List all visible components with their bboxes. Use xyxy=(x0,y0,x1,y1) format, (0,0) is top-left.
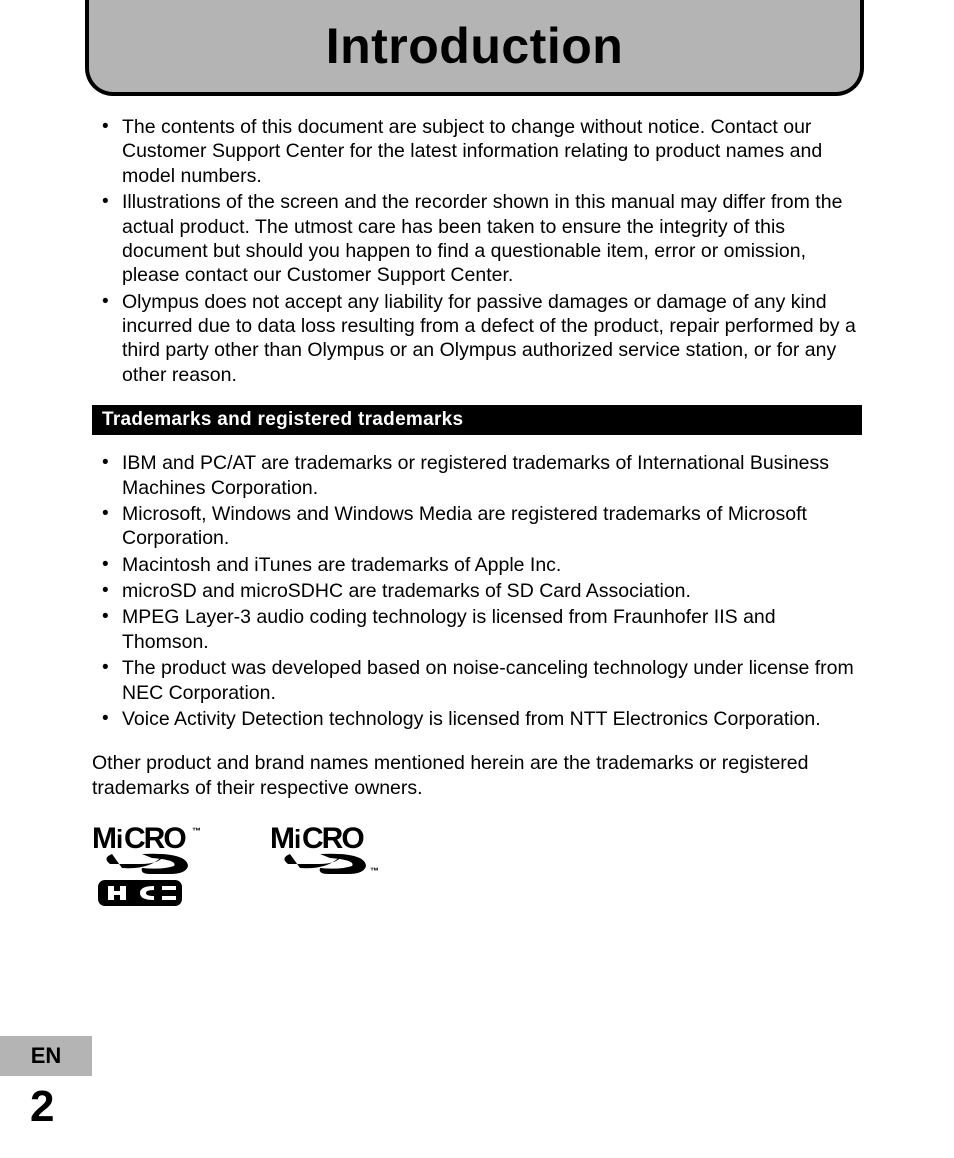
list-item: IBM and PC/AT are trademarks or register… xyxy=(92,451,862,500)
intro-bullet-list: The contents of this document are subjec… xyxy=(92,115,862,387)
language-tab: EN xyxy=(0,1036,92,1076)
manual-page: Introduction The contents of this docume… xyxy=(0,0,954,1158)
list-item: MPEG Layer-3 audio coding technology is … xyxy=(92,605,862,654)
list-item: The contents of this document are subjec… xyxy=(92,115,862,188)
list-item: The product was developed based on noise… xyxy=(92,656,862,705)
svg-text:i: i xyxy=(116,824,122,854)
microsd-icon: M i CRO ™ xyxy=(270,824,390,878)
svg-text:™: ™ xyxy=(192,826,201,836)
list-item: Illustrations of the screen and the reco… xyxy=(92,190,862,288)
svg-text:CRO: CRO xyxy=(302,824,364,855)
svg-text:M: M xyxy=(270,824,293,855)
svg-text:i: i xyxy=(294,824,300,854)
trademark-heading-bar: Trademarks and registered trademarks xyxy=(92,405,862,435)
list-item: Olympus does not accept any liability fo… xyxy=(92,290,862,388)
svg-text:™: ™ xyxy=(370,866,379,876)
list-item: microSD and microSDHC are trademarks of … xyxy=(92,579,862,603)
svg-text:CRO: CRO xyxy=(124,824,186,855)
trademark-footnote: Other product and brand names mentioned … xyxy=(92,751,862,800)
page-number: 2 xyxy=(30,1082,54,1132)
logo-row: M i CRO ™ xyxy=(92,824,862,908)
header-tab: Introduction xyxy=(85,0,864,96)
list-item: Macintosh and iTunes are trademarks of A… xyxy=(92,553,862,577)
trademark-bullet-list: IBM and PC/AT are trademarks or register… xyxy=(92,451,862,731)
microsdhc-logo: M i CRO ™ xyxy=(92,824,212,908)
content-area: The contents of this document are subjec… xyxy=(92,115,862,908)
microsdhc-icon: M i CRO ™ xyxy=(92,824,212,908)
language-label: EN xyxy=(31,1043,62,1069)
list-item: Voice Activity Detection technology is l… xyxy=(92,707,862,731)
svg-text:M: M xyxy=(92,824,115,855)
page-title: Introduction xyxy=(326,17,624,75)
microsd-logo: M i CRO ™ xyxy=(270,824,390,878)
list-item: Microsoft, Windows and Windows Media are… xyxy=(92,502,862,551)
